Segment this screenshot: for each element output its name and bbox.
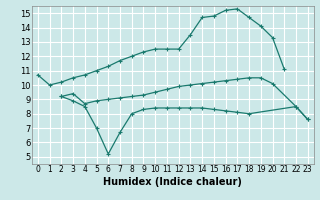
X-axis label: Humidex (Indice chaleur): Humidex (Indice chaleur) xyxy=(103,177,242,187)
